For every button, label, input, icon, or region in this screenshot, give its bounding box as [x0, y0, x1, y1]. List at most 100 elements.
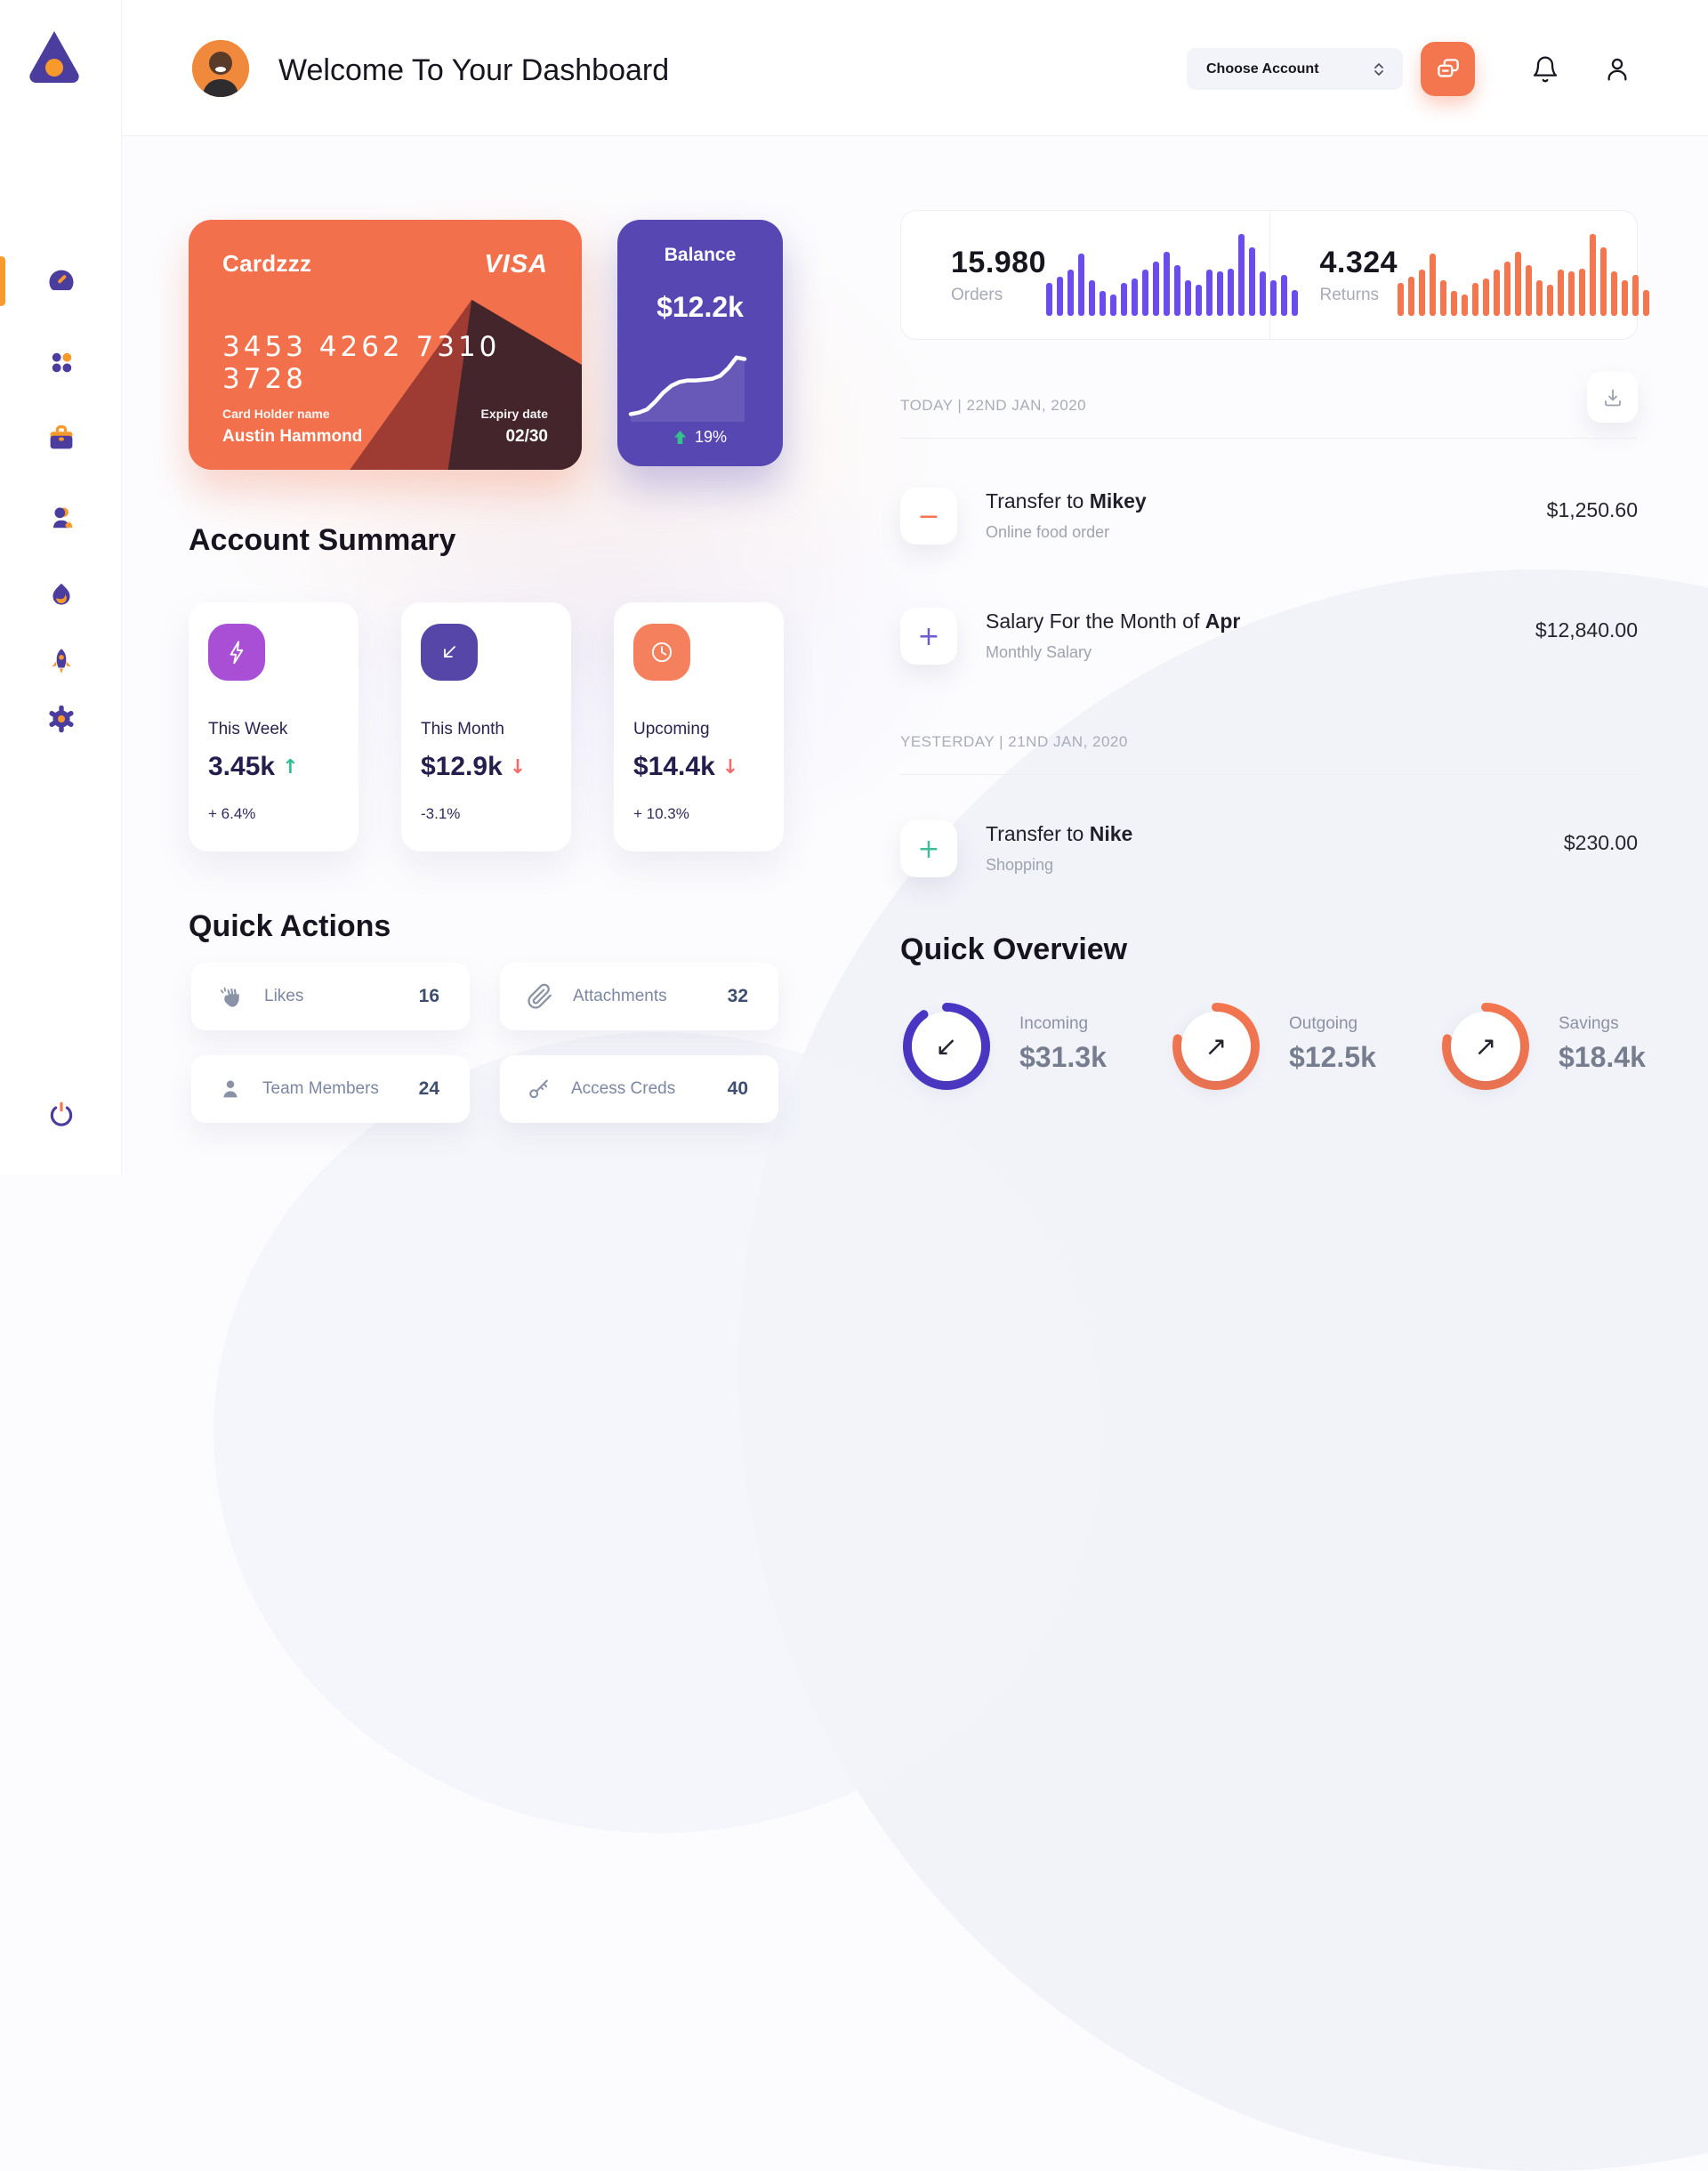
transaction-row[interactable]: + Transfer to Nike Shopping $230.00 [900, 820, 1638, 890]
profile-button[interactable] [1601, 53, 1633, 85]
summary-label: Upcoming [633, 720, 710, 738]
quick-action-label: Attachments [573, 987, 667, 1005]
quick-action-label: Access Creds [571, 1079, 676, 1098]
card-holder-label: Card Holder name [222, 407, 330, 421]
summary-card-upcoming: Upcoming $14.4k ↓ + 10.3% [614, 602, 784, 851]
download-icon [1604, 389, 1621, 406]
sidebar-item-launch[interactable] [0, 630, 122, 692]
active-indicator [0, 256, 5, 306]
card-label: Cardzzz [222, 250, 312, 277]
quick-action-count: 32 [727, 986, 748, 1006]
summary-label: This Month [421, 720, 504, 738]
quick-action-label: Likes [264, 987, 304, 1005]
flame-icon [52, 583, 70, 605]
transaction-row[interactable]: − Transfer to Mikey Online food order $1… [900, 488, 1638, 557]
transaction-amount: $230.00 [1563, 831, 1638, 854]
power-icon [50, 1102, 72, 1126]
divider [900, 774, 1638, 775]
transaction-row[interactable]: + Salary For the Month of Apr Monthly Sa… [900, 608, 1638, 677]
quick-action-count: 40 [727, 1078, 748, 1099]
trend-arrow-icon: ↓ [721, 755, 739, 779]
transaction-sign-plus: + [900, 820, 957, 877]
trend-arrow-icon: ↓ [509, 755, 527, 779]
savings-donut-chart: ↗ [1439, 1000, 1532, 1093]
logout-button[interactable] [0, 1084, 122, 1146]
arrow-down-left-icon [444, 646, 455, 658]
summary-value: $14.4k [633, 752, 715, 781]
rocket-icon [51, 649, 71, 674]
sidebar-item-dashboard[interactable] [0, 250, 122, 312]
chat-icon [1437, 58, 1459, 77]
arrow-down-left-icon: ↙ [935, 1030, 958, 1062]
download-button[interactable] [1587, 372, 1638, 423]
transaction-title: Transfer to Nike [986, 822, 1133, 845]
transaction-amount: $1,250.60 [1546, 498, 1638, 521]
quick-action-team-members[interactable]: Team Members 24 [191, 1055, 470, 1123]
expiry-date: 02/30 [505, 427, 548, 446]
orders-bar-chart [1046, 234, 1298, 316]
transaction-sign-minus: − [900, 488, 957, 545]
summary-card-this-week: This Week 3.45k ↑ + 6.4% [189, 602, 359, 851]
quick-action-likes[interactable]: Likes 16 [191, 963, 470, 1030]
quick-action-access-creds[interactable]: Access Creds 40 [500, 1055, 778, 1123]
sidebar-item-activity[interactable] [0, 564, 122, 626]
arrow-up-right-icon: ↗ [1474, 1030, 1497, 1062]
sidebar-item-apps[interactable] [0, 331, 122, 393]
sidebar-item-settings[interactable] [0, 688, 122, 750]
returns-value: 4.324 [1319, 245, 1398, 279]
messages-button[interactable] [1421, 42, 1475, 96]
quick-action-attachments[interactable]: Attachments 32 [500, 963, 778, 1030]
header: Welcome To Your Dashboard Choose Account [122, 0, 1708, 136]
sidebar-item-work[interactable] [0, 407, 122, 469]
arrow-up-right-icon: ↗ [1204, 1030, 1228, 1062]
balance-card: Balance $12.2k 19% [617, 220, 783, 466]
overview-savings: ↗ Savings $18.4k [1439, 995, 1697, 1119]
overview-value: $12.5k [1289, 1041, 1376, 1073]
returns-bar-chart [1398, 234, 1650, 316]
sidebar-item-team[interactable] [0, 487, 122, 549]
summary-label: This Week [208, 720, 288, 738]
avatar[interactable] [192, 40, 249, 97]
overview-outgoing: ↗ Outgoing $12.5k [1170, 995, 1428, 1119]
summary-card-this-month: This Month $12.9k ↓ -3.1% [401, 602, 571, 851]
triangle-logo-icon [29, 31, 79, 83]
clap-icon [220, 987, 239, 1007]
returns-label: Returns [1319, 285, 1380, 304]
balance-trend: 19% [694, 428, 728, 446]
chevron-up-down-icon [1374, 62, 1383, 76]
gear-icon [48, 705, 74, 733]
date-group-label: YESTERDAY | 21ND JAN, 2020 [900, 733, 1128, 750]
orders-value: 15.980 [951, 245, 1046, 279]
user-icon [52, 507, 72, 529]
transaction-subtitle: Shopping [986, 856, 1054, 874]
visa-logo: VISA [484, 250, 548, 278]
overview-incoming: ↙ Incoming $31.3k [900, 995, 1158, 1119]
overview-label: Savings [1559, 1014, 1619, 1033]
orders-returns-stats-card: 15.980 Orders 4.324 Returns [900, 210, 1650, 340]
divider [900, 438, 1638, 439]
account-select[interactable]: Choose Account [1187, 48, 1403, 90]
summary-value: $12.9k [421, 752, 503, 781]
card-holder-name: Austin Hammond [222, 427, 363, 446]
notifications-button[interactable] [1529, 53, 1561, 85]
overview-label: Outgoing [1289, 1014, 1358, 1033]
transaction-subtitle: Online food order [986, 523, 1110, 541]
person-icon [1607, 58, 1627, 81]
date-group-label: TODAY | 22ND JAN, 2020 [900, 397, 1087, 414]
speedometer-icon [49, 270, 73, 291]
balance-value: $12.2k [657, 291, 744, 323]
clock-icon [651, 642, 673, 663]
quick-action-count: 24 [418, 1078, 439, 1099]
account-select-label: Choose Account [1206, 61, 1319, 77]
quick-overview-title: Quick Overview [900, 932, 1128, 966]
summary-value: 3.45k [208, 752, 276, 781]
avatar-photo [192, 40, 249, 97]
briefcase-icon [50, 424, 72, 449]
credit-card: Cardzzz VISA 3453 4262 7310 3728 Card Ho… [189, 220, 582, 470]
lightning-icon [230, 641, 244, 665]
transaction-amount: $12,840.00 [1535, 618, 1638, 642]
transaction-sign-plus: + [900, 608, 957, 665]
summary-change: + 10.3% [633, 805, 689, 822]
app-logo[interactable] [23, 25, 85, 87]
paperclip-icon [528, 983, 552, 1009]
